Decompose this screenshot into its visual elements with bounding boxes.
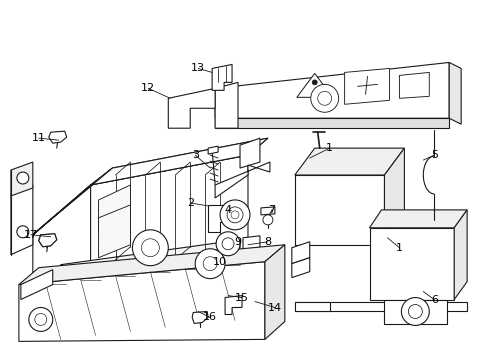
Polygon shape <box>215 162 270 198</box>
Polygon shape <box>33 185 91 285</box>
Polygon shape <box>295 302 330 311</box>
Polygon shape <box>39 234 57 247</box>
Circle shape <box>17 172 29 184</box>
Circle shape <box>216 232 240 256</box>
Polygon shape <box>292 258 310 278</box>
Polygon shape <box>454 210 467 300</box>
Text: 5: 5 <box>431 150 438 160</box>
Polygon shape <box>295 175 385 245</box>
Circle shape <box>142 239 159 257</box>
Text: 11: 11 <box>32 133 46 143</box>
Circle shape <box>203 257 217 271</box>
Polygon shape <box>295 302 467 311</box>
Polygon shape <box>240 138 260 168</box>
Circle shape <box>222 238 234 250</box>
Text: 10: 10 <box>213 257 227 267</box>
Circle shape <box>132 230 168 266</box>
Text: 17: 17 <box>24 230 38 240</box>
Text: 1: 1 <box>396 243 403 253</box>
Polygon shape <box>399 72 429 98</box>
Polygon shape <box>33 138 268 235</box>
Polygon shape <box>369 210 467 228</box>
Circle shape <box>401 298 429 325</box>
Polygon shape <box>297 73 333 97</box>
Text: 4: 4 <box>224 205 232 215</box>
Polygon shape <box>385 300 447 324</box>
Text: 15: 15 <box>235 293 249 302</box>
Polygon shape <box>98 205 130 258</box>
Polygon shape <box>215 62 449 118</box>
Polygon shape <box>61 240 240 278</box>
Text: 12: 12 <box>141 84 155 93</box>
Circle shape <box>263 215 273 225</box>
Polygon shape <box>168 88 215 128</box>
Text: 8: 8 <box>264 237 271 247</box>
Text: 9: 9 <box>234 237 242 247</box>
Circle shape <box>29 307 53 332</box>
Circle shape <box>220 200 250 230</box>
Text: 13: 13 <box>191 63 205 73</box>
Text: 7: 7 <box>269 205 275 215</box>
Polygon shape <box>39 234 57 247</box>
Polygon shape <box>192 311 208 323</box>
Polygon shape <box>91 138 268 185</box>
Polygon shape <box>208 205 230 232</box>
Polygon shape <box>292 242 310 264</box>
Text: 16: 16 <box>203 312 217 323</box>
Circle shape <box>318 91 332 105</box>
Polygon shape <box>212 64 232 90</box>
Polygon shape <box>91 155 248 280</box>
Polygon shape <box>385 148 404 245</box>
Polygon shape <box>243 236 260 250</box>
Polygon shape <box>19 262 265 341</box>
Polygon shape <box>33 168 113 235</box>
Circle shape <box>17 226 29 238</box>
Polygon shape <box>215 82 238 128</box>
Circle shape <box>227 207 243 223</box>
Polygon shape <box>344 68 390 104</box>
Polygon shape <box>49 131 67 143</box>
Polygon shape <box>449 62 461 124</box>
Polygon shape <box>19 245 285 285</box>
Circle shape <box>311 84 339 112</box>
Circle shape <box>312 80 317 85</box>
Circle shape <box>35 314 47 325</box>
Polygon shape <box>261 207 275 215</box>
Polygon shape <box>215 118 449 128</box>
Polygon shape <box>11 162 33 196</box>
Polygon shape <box>225 296 242 315</box>
Polygon shape <box>21 270 53 300</box>
Text: 1: 1 <box>326 143 333 153</box>
Polygon shape <box>208 146 218 154</box>
Text: 6: 6 <box>431 294 438 305</box>
Polygon shape <box>295 148 404 175</box>
Circle shape <box>408 305 422 319</box>
Polygon shape <box>265 245 285 339</box>
Polygon shape <box>11 185 33 255</box>
Circle shape <box>231 211 239 219</box>
Circle shape <box>195 249 225 279</box>
Polygon shape <box>369 228 454 300</box>
Text: 3: 3 <box>192 150 198 160</box>
Polygon shape <box>98 185 130 232</box>
Text: 14: 14 <box>268 302 282 312</box>
Text: 2: 2 <box>187 198 194 208</box>
